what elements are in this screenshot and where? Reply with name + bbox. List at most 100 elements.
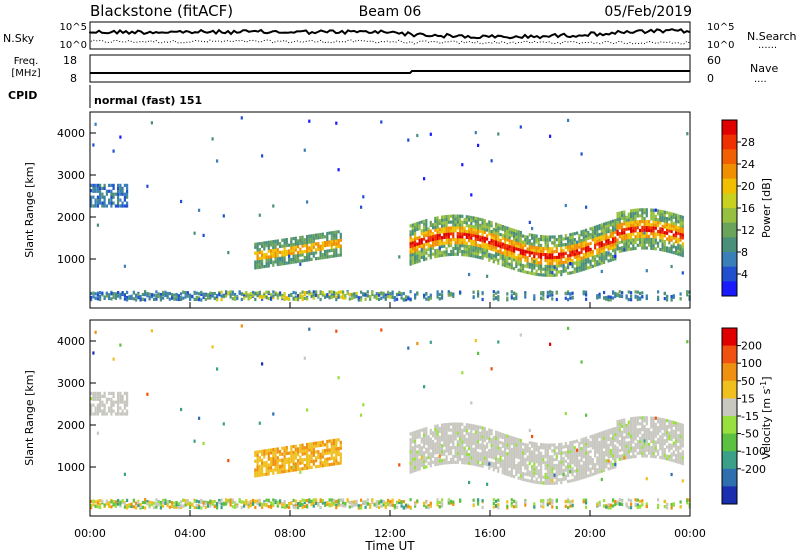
heatmap-cell [294,453,297,457]
heatmap-cell [510,242,513,246]
heatmap-cell [222,422,225,426]
heatmap-cell [119,502,122,506]
heatmap-cell [600,449,603,453]
heatmap-cell [549,290,552,294]
heatmap-cell [200,298,203,302]
heatmap-cell [607,253,610,257]
heatmap-cell [632,220,635,224]
heatmap-cell [675,251,678,255]
heatmap-cell [456,232,459,236]
heatmap-cell [182,504,185,508]
heatmap-cell [294,468,297,472]
heatmap-cell [607,449,610,453]
heatmap-cell [465,423,468,427]
heatmap-cell [598,250,601,254]
heatmap-cell [553,443,556,447]
heatmap-cell [645,211,648,215]
heatmap-cell [567,456,570,460]
heatmap-cell [580,233,583,237]
heatmap-cell [659,227,662,231]
heatmap-cell [265,460,268,464]
heatmap-cell [663,453,666,457]
heatmap-cell [506,504,509,508]
heatmap-cell [337,241,340,246]
heatmap-cell [459,226,462,230]
heatmap-cell [362,195,365,199]
heatmap-cell [200,498,203,502]
heatmap-cell [299,467,302,471]
heatmap-cell [546,250,549,254]
heatmap-cell [414,228,417,232]
heatmap-cell [423,219,426,223]
heatmap-cell [236,296,239,301]
nave-label: Nave [750,62,778,75]
date-title: 05/Feb/2019 [604,4,692,20]
heatmap-cell [126,397,129,401]
heatmap-cell [508,227,511,231]
heatmap-cell [643,451,646,455]
heatmap-cell [585,448,588,452]
heatmap-cell [578,245,581,249]
heatmap-cell [580,441,583,445]
heatmap-cell [290,460,293,464]
heatmap-cell [526,241,529,245]
heatmap-cell [587,260,590,264]
heatmap-cell [492,245,495,249]
heatmap-cell [472,450,475,454]
heatmap-cell [537,243,540,247]
heatmap-cell [204,293,207,297]
heatmap-cell [281,262,284,266]
heatmap-cell [443,426,446,430]
heatmap-cell [596,444,599,448]
heatmap-cell [618,249,621,253]
heatmap-cell [515,258,518,263]
heatmap-cell [202,295,205,299]
heatmap-cell [535,466,538,470]
heatmap-cell [495,430,498,434]
heatmap-cell [623,216,626,220]
heatmap-cell [92,291,95,295]
heatmap-cell [303,356,306,360]
heatmap-cell [641,208,644,212]
heatmap-cell [96,431,99,435]
heatmap-cell [558,261,561,265]
heatmap-cell [508,253,511,257]
heatmap-cell [101,394,104,398]
heatmap-cell [321,232,324,236]
heatmap-cell [326,439,329,444]
heatmap-cell [654,220,657,224]
heatmap-cell [553,452,556,456]
heatmap-cell [517,444,520,448]
heatmap-cell [119,296,122,300]
heatmap-cell [571,452,574,456]
heatmap-cell [333,230,336,235]
heatmap-cell [258,262,261,266]
heatmap-cell [452,223,455,227]
heatmap-cell [94,122,97,126]
heatmap-cell [630,434,633,438]
heatmap-cell [117,186,120,190]
heatmap-cell [112,201,115,205]
heatmap-cell [625,426,628,430]
heatmap-cell [456,217,459,221]
heatmap-cell [497,238,500,242]
heatmap-cell [303,290,306,295]
heatmap-cell [663,442,666,446]
heatmap-cell [310,237,313,241]
heatmap-cell [654,440,657,444]
heatmap-cell [670,452,673,456]
heatmap-cell [470,236,473,240]
heatmap-cell [639,445,642,449]
heatmap-cell [429,458,432,462]
heatmap-cell [432,451,435,455]
heatmap-cell [479,226,482,230]
heatmap-cell [119,412,122,416]
heatmap-cell [94,412,97,416]
heatmap-cell [594,436,597,440]
heatmap-cell [418,253,421,257]
heatmap-cell [591,226,594,230]
heatmap-cell [351,296,354,300]
heatmap-cell [546,452,549,456]
heatmap-cell [643,448,646,452]
heatmap-cell [324,235,327,239]
